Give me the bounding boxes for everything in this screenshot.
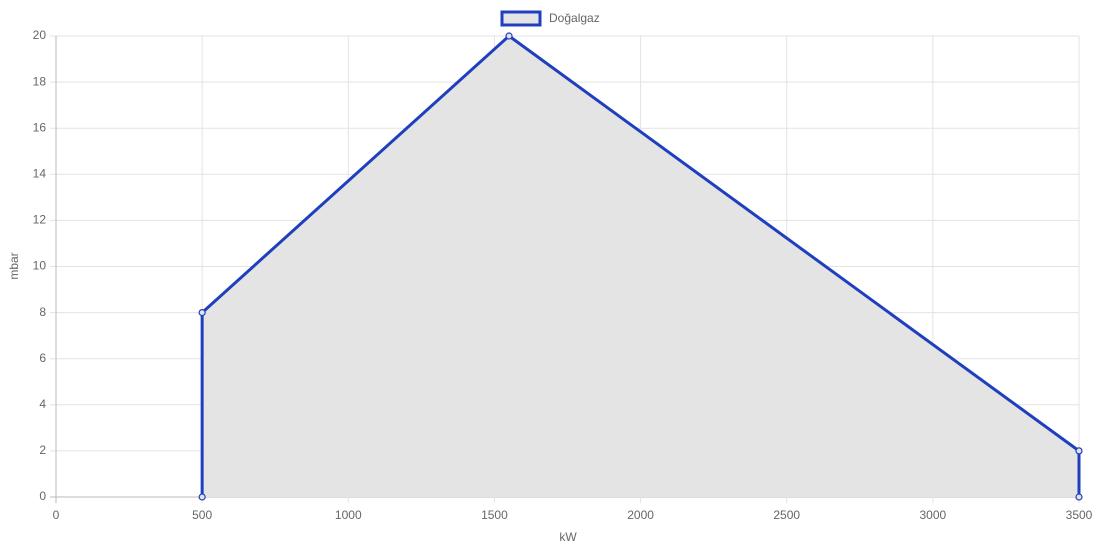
point <box>1075 493 1083 501</box>
legend-label: Doğalgaz <box>549 11 600 25</box>
y-tick-label: 12 <box>33 213 47 227</box>
x-tick-label: 3500 <box>1066 508 1093 522</box>
point <box>198 309 206 317</box>
y-tick-label: 20 <box>33 28 47 42</box>
y-tick-label: 8 <box>39 305 46 319</box>
x-tick-label: 1500 <box>481 508 508 522</box>
legend-swatch <box>500 10 542 27</box>
point <box>1075 447 1083 455</box>
y-tick-label: 4 <box>39 397 46 411</box>
point <box>505 32 513 40</box>
y-tick-label: 10 <box>33 259 47 273</box>
y-tick-label: 0 <box>39 489 46 503</box>
y-tick-label: 6 <box>39 351 46 365</box>
x-axis-label: kW <box>559 530 577 544</box>
x-tick-label: 2500 <box>773 508 800 522</box>
y-tick-label: 14 <box>33 166 47 180</box>
point <box>198 493 206 501</box>
x-tick-label: 1000 <box>335 508 362 522</box>
x-tick-label: 500 <box>192 508 212 522</box>
y-tick-label: 18 <box>33 74 47 88</box>
x-tick-label: 3000 <box>920 508 947 522</box>
x-tick-label: 2000 <box>627 508 654 522</box>
y-axis-label: mbar <box>7 252 21 279</box>
y-tick-label: 2 <box>39 443 46 457</box>
area <box>202 36 1080 497</box>
x-tick-label: 0 <box>53 508 60 522</box>
y-tick-label: 16 <box>33 120 47 134</box>
